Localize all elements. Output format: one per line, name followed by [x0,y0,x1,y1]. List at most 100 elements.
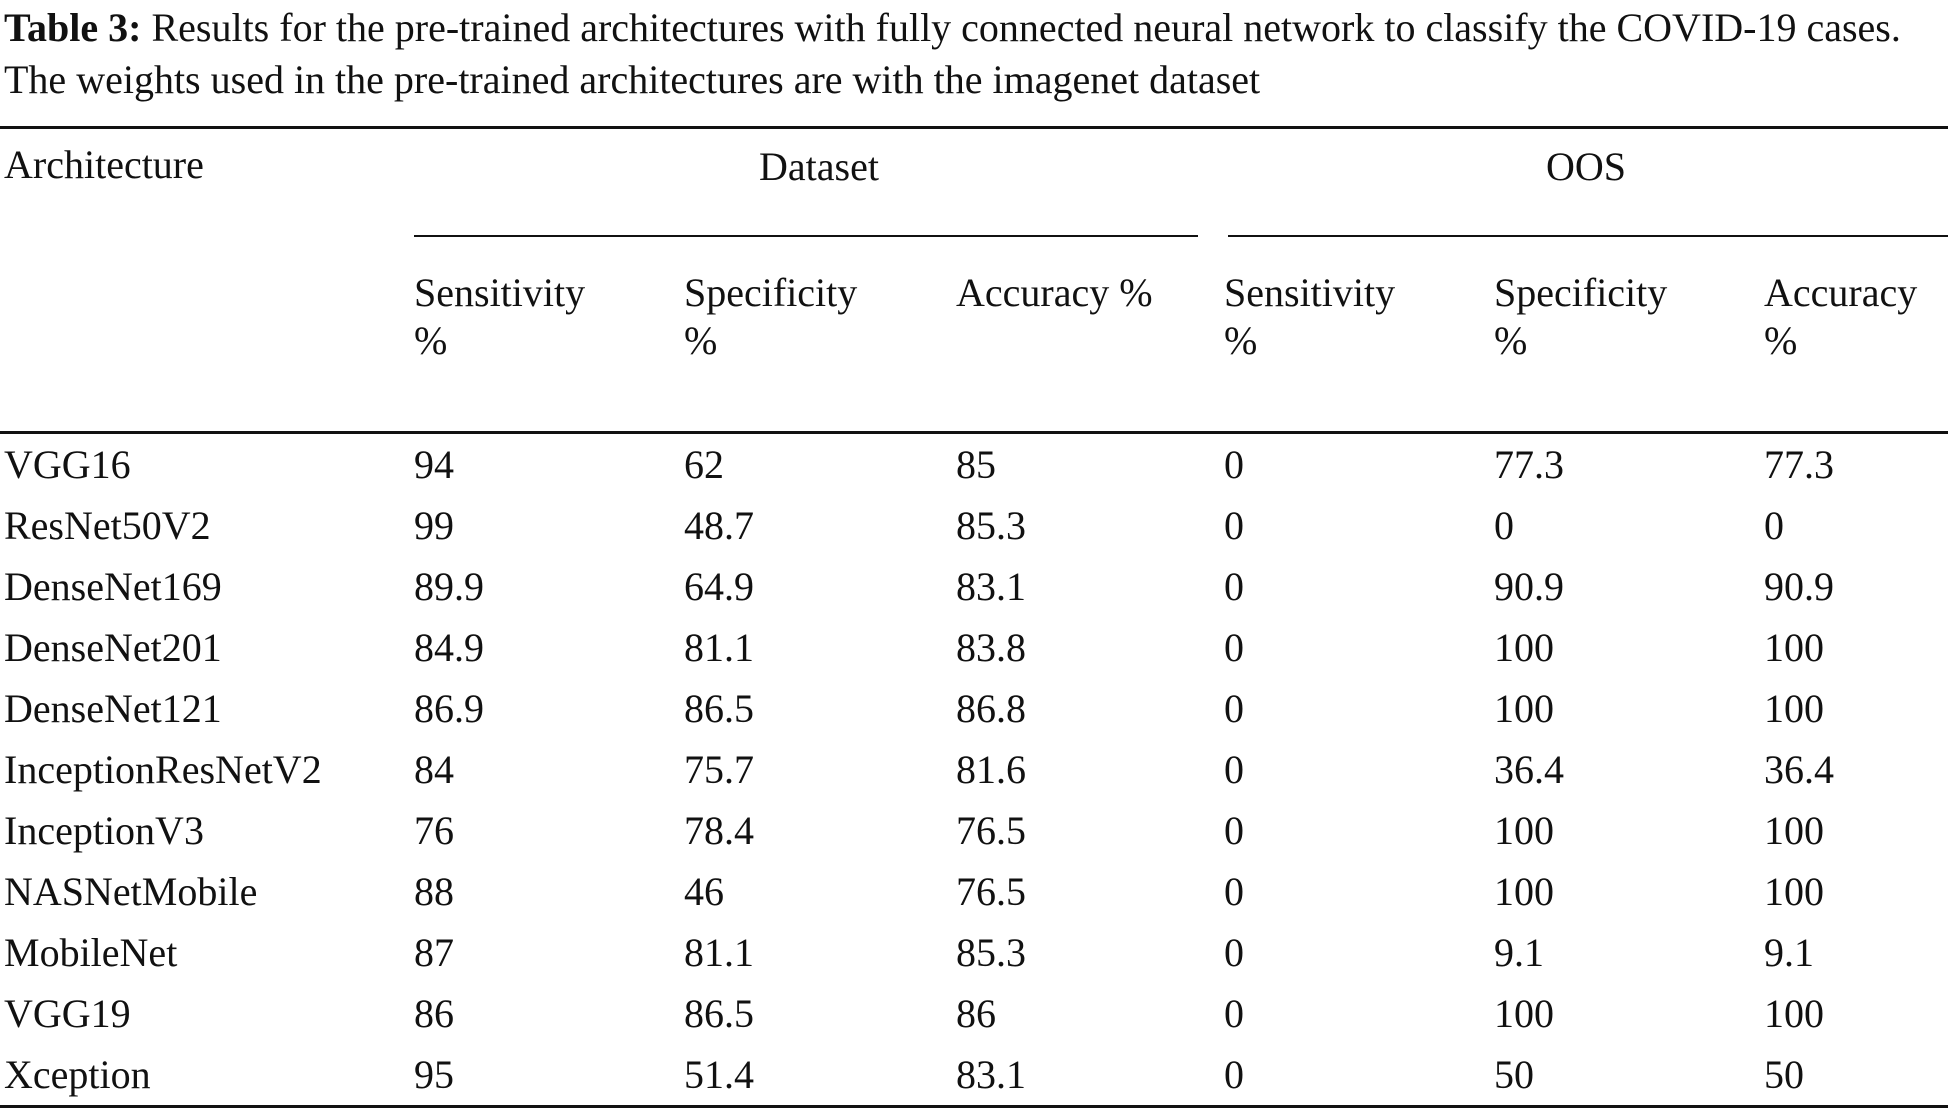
value-cell: 0 [1224,502,1244,548]
value-cell: 36.4 [1764,746,1834,792]
value-cell: 81.1 [684,624,754,670]
value-cell: 0 [1224,685,1244,731]
value-cell: 0 [1494,502,1514,548]
value-cell: 62 [684,441,724,487]
table-row: DenseNet121 86.9 86.5 86.8 0 100 100 [0,678,1948,739]
value-cell: 0 [1224,807,1244,853]
value-cell: 84.9 [414,624,484,670]
architecture-cell: DenseNet169 [4,563,222,609]
value-cell: 50 [1494,1051,1534,1097]
value-cell: 86.5 [684,990,754,1036]
dataset-group-label: Dataset [759,144,879,189]
value-cell: 100 [1494,624,1554,670]
value-cell: 0 [1224,868,1244,914]
value-cell: 0 [1764,502,1784,548]
value-cell: 83.1 [956,1051,1026,1097]
value-cell: 76.5 [956,807,1026,853]
value-cell: 100 [1764,624,1824,670]
value-cell: 100 [1494,868,1554,914]
table-row: VGG19 86 86.5 86 0 100 100 [0,983,1948,1044]
value-cell: 9.1 [1494,929,1544,975]
value-cell: 0 [1224,624,1244,670]
metric-header-line: Specificity [684,270,858,315]
architecture-cell: Xception [4,1051,151,1097]
value-cell: 85.3 [956,502,1026,548]
dataset-group-rule [414,235,1198,237]
metric-header-line: Specificity [1494,270,1668,315]
oos-accuracy-header: Accuracy% [1764,237,1948,433]
oos-group-header: OOS [1224,128,1949,237]
architecture-cell: InceptionResNetV2 [4,746,322,792]
value-cell: 0 [1224,563,1244,609]
table-row: InceptionResNetV2 84 75.7 81.6 0 36.4 36.4 [0,739,1948,800]
value-cell: 64.9 [684,563,754,609]
caption-text: Results for the pre-trained architecture… [4,5,1901,102]
caption-label: Table 3: [4,5,142,50]
value-cell: 100 [1494,685,1554,731]
oos-group-label: OOS [1545,144,1627,189]
table-body: VGG16 94 62 85 0 77.3 77.3 ResNet50V2 99 48.7 85.3… [0,433,1949,1107]
value-cell: 46 [684,868,724,914]
value-cell: 94 [414,441,454,487]
value-cell: 95 [414,1051,454,1097]
value-cell: 89.9 [414,563,484,609]
table-row: DenseNet201 84.9 81.1 83.8 0 100 100 [0,617,1948,678]
value-cell: 84 [414,746,454,792]
value-cell: 81.6 [956,746,1026,792]
metric-header-unit: % [1494,318,1528,363]
value-cell: 85 [956,441,996,487]
value-cell: 75.7 [684,746,754,792]
value-cell: 36.4 [1494,746,1564,792]
value-cell: 86 [414,990,454,1036]
value-cell: 85.3 [956,929,1026,975]
architecture-cell: VGG16 [4,441,131,487]
metric-header-unit: % [1224,318,1258,363]
table-row: InceptionV3 76 78.4 76.5 0 100 100 [0,800,1948,861]
metric-header-unit: % [1764,318,1798,363]
table-row: MobileNet 87 81.1 85.3 0 9.1 9.1 [0,922,1948,983]
value-cell: 99 [414,502,454,548]
metric-header-unit: % [684,318,718,363]
dataset-group-header: Dataset [414,128,1224,237]
value-cell: 88 [414,868,454,914]
metric-header-line: Accuracy [1764,270,1918,315]
oos-specificity-header: Specificity% [1494,237,1764,433]
group-header-row: Architecture Dataset OOS [0,127,1949,237]
metric-header-line: Sensitivity [414,270,586,315]
value-cell: 81.1 [684,929,754,975]
value-cell: 0 [1224,746,1244,792]
value-cell: 77.3 [1764,441,1834,487]
value-cell: 0 [1224,1051,1244,1097]
value-cell: 51.4 [684,1051,754,1097]
table-row: Xception 95 51.4 83.1 0 50 50 [0,1044,1949,1107]
value-cell: 0 [1224,441,1244,487]
value-cell: 48.7 [684,502,754,548]
oos-group-rule [1228,235,1949,237]
oos-sensitivity-header: Sensitivity% [1224,237,1494,433]
metric-header-line: Accuracy % [956,270,1153,315]
table-row: DenseNet169 89.9 64.9 83.1 0 90.9 90.9 [0,556,1948,617]
value-cell: 9.1 [1764,929,1814,975]
metric-header-row: Sensitivity% Specificity% Accuracy % Sensit… [0,237,1949,433]
value-cell: 100 [1494,807,1554,853]
value-cell: 86.9 [414,685,484,731]
architecture-cell: InceptionV3 [4,807,204,853]
results-table: Architecture Dataset OOS Sensitivity% Spe… [0,126,1949,1108]
value-cell: 90.9 [1764,563,1834,609]
table-row: ResNet50V2 99 48.7 85.3 0 0 0 [0,495,1948,556]
value-cell: 100 [1764,868,1824,914]
dataset-accuracy-header: Accuracy % [956,237,1224,433]
value-cell: 83.8 [956,624,1026,670]
value-cell: 77.3 [1494,441,1564,487]
value-cell: 76.5 [956,868,1026,914]
table-row: VGG16 94 62 85 0 77.3 77.3 [0,433,1948,496]
table-row: NASNetMobile 88 46 76.5 0 100 100 [0,861,1948,922]
architecture-cell: DenseNet121 [4,685,222,731]
value-cell: 100 [1764,807,1824,853]
dataset-specificity-header: Specificity% [684,237,956,433]
architecture-cell: DenseNet201 [4,624,222,670]
value-cell: 100 [1764,990,1824,1036]
value-cell: 0 [1224,990,1244,1036]
architecture-cell: NASNetMobile [4,868,258,914]
architecture-cell: VGG19 [4,990,131,1036]
